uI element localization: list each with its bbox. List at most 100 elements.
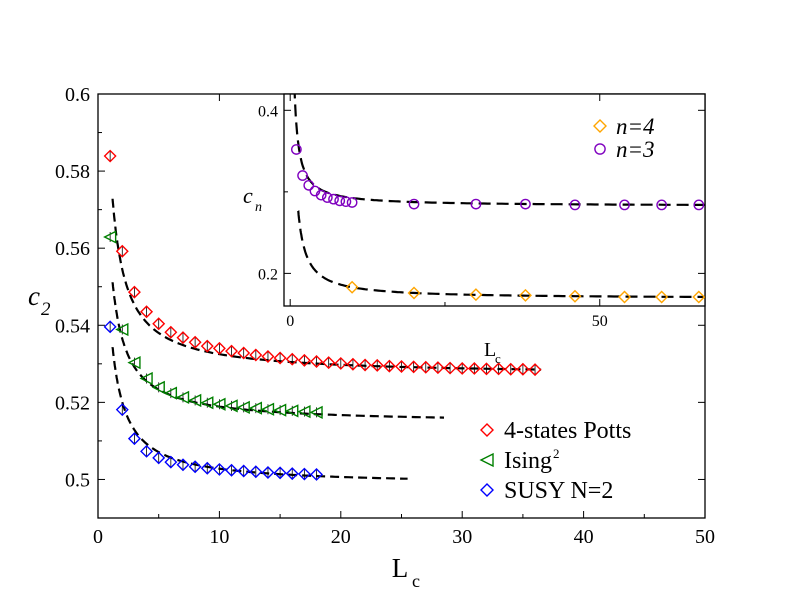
data-point [407,360,421,374]
inset-data-point [408,198,420,210]
x-axis-title: L [392,553,409,583]
legend-label: Ising [504,448,552,474]
data-point [273,351,287,365]
data-point [164,325,178,339]
data-point [225,463,239,477]
inset-data-point [618,290,632,304]
inset-data-point [518,288,532,302]
data-point [249,348,263,362]
data-point [273,403,287,417]
series-1 [103,230,445,420]
data-point [175,390,190,404]
data-point [140,305,154,319]
data-point [297,467,311,481]
data-point [382,359,396,373]
data-point [504,362,518,376]
data-point [152,317,166,331]
legend-marker [480,423,494,437]
data-point [188,335,202,349]
inset-data-point [568,289,582,303]
y-tick-label: 0.52 [55,392,90,414]
y-tick-label: 0.54 [55,315,90,337]
inset-data-point [340,196,352,208]
data-point [395,360,408,374]
data-point [260,402,275,416]
data-point [115,322,129,337]
data-point [516,362,530,376]
data-point [492,362,506,376]
data-point [370,358,384,372]
data-point [163,386,178,400]
data-point [237,464,251,478]
data-point [188,460,202,474]
data-point [358,358,372,372]
data-point [152,451,166,465]
data-point [224,399,238,413]
data-point [140,444,154,458]
inset-data-point [407,286,421,300]
data-point [212,462,226,476]
data-point [103,320,117,334]
data-point [297,404,311,419]
inset-data-point [569,199,581,211]
data-point [419,360,433,374]
data-point [528,363,542,377]
y-tick-label: 0.58 [55,161,90,183]
fit-curve [111,347,408,480]
inset-data-point [328,193,339,205]
data-point [127,285,141,299]
main-plot: 0 10 20 30 40 500.50.520.540.560.580.6L cc 24-s… [28,84,715,591]
data-point [455,361,469,375]
data-point [431,361,445,375]
inset-x-axis-title-subscript: c [495,351,501,366]
legend-label: SUSY N=2 [504,478,613,504]
y-axis-title: c [28,281,40,311]
data-point [479,362,493,376]
main-legend: 4-states Potts Ising 2 SUSY N=2 [479,418,631,504]
data-point [309,405,323,420]
inset-legend-label: n=3 [616,137,655,162]
data-point [334,356,348,370]
inset-data-point [469,288,483,302]
data-point [127,432,141,446]
data-point [103,230,117,244]
inset-legend: n=4n=3 [593,114,655,162]
inset-legend-label: n=4 [616,114,655,139]
inset-data-point [619,199,630,211]
inset-data-point [693,199,705,211]
x-axis-title-subscript: c [412,571,420,591]
data-point [261,466,275,480]
inset-data-point [346,197,358,208]
y-tick-label: 0.6 [65,84,90,106]
inset-data-point [303,179,315,191]
data-point [285,467,299,481]
inset-data-point [345,280,359,294]
inset-y-tick-label: 0.2 [258,266,278,283]
data-point [200,396,214,410]
data-point [139,371,153,386]
inset-data-point [334,195,346,207]
x-tick-label: 10 [209,526,229,548]
inset-data-point [321,192,333,203]
data-point [443,361,457,375]
data-point [164,455,178,469]
data-point [176,331,190,345]
inset-x-axis-title: L [484,339,496,361]
inset-series-1 [291,94,705,211]
y-tick-label: 0.5 [65,469,90,491]
data-point [225,344,239,358]
data-point [200,461,214,475]
x-tick-label: 40 [574,526,594,548]
inset-data-point [520,198,531,210]
data-point [236,400,250,415]
y-tick-label: 0.56 [55,238,90,260]
data-point [297,353,311,367]
data-point [212,397,226,411]
data-point [273,466,287,480]
data-point [261,350,275,363]
data-point [212,341,226,355]
legend-marker [480,483,494,497]
data-point [103,149,117,163]
